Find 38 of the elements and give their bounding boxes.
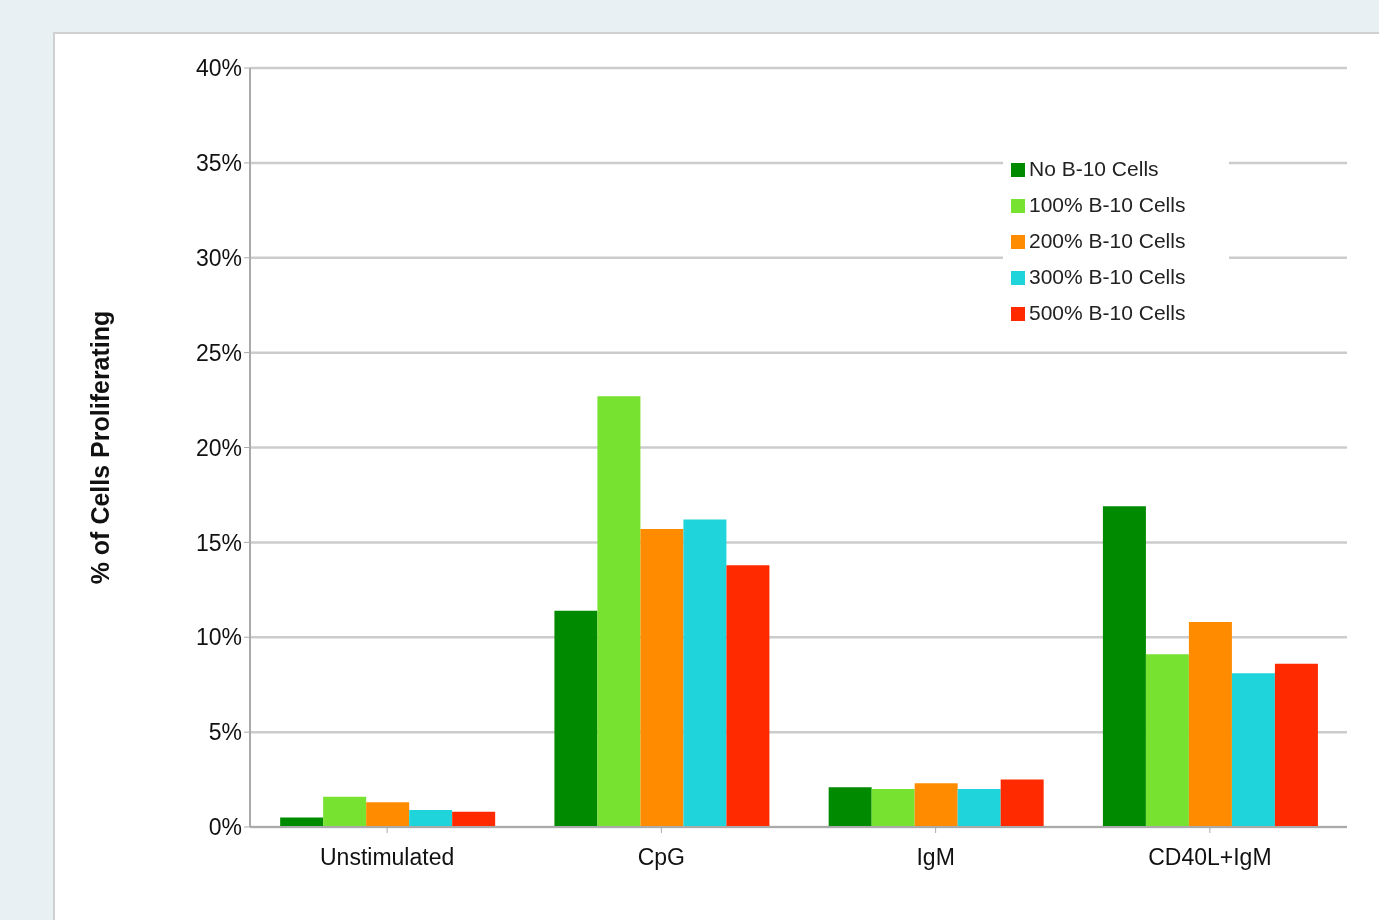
- bar: [366, 802, 410, 827]
- bar: [597, 396, 641, 827]
- bar: [452, 811, 496, 827]
- y-tick-label: 35%: [195, 150, 242, 177]
- bar: [957, 789, 1001, 827]
- x-tick-label: IgM: [916, 844, 955, 871]
- bar: [323, 796, 367, 827]
- x-tick-label: CD40L+IgM: [1148, 844, 1272, 871]
- y-tick-label: 15%: [195, 529, 242, 556]
- bar: [554, 610, 598, 827]
- bar: [1188, 622, 1232, 827]
- bar: [1000, 779, 1044, 827]
- y-tick-label: 40%: [195, 55, 242, 82]
- y-tick-label: 10%: [195, 624, 242, 651]
- bar: [1102, 506, 1146, 827]
- bar: [409, 809, 453, 827]
- legend-label: 100% B-10 Cells: [1029, 193, 1186, 216]
- x-tick-label: Unstimulated: [320, 844, 455, 871]
- bar: [726, 565, 770, 827]
- legend-label: No B-10 Cells: [1029, 157, 1159, 180]
- bar: [871, 789, 915, 827]
- bar: [640, 529, 684, 827]
- bar: [1231, 673, 1275, 827]
- y-tick-label: 25%: [195, 339, 242, 366]
- bar: [1145, 654, 1189, 827]
- bar: [683, 519, 727, 827]
- bar: [914, 783, 958, 827]
- legend-label: 500% B-10 Cells: [1029, 301, 1186, 324]
- x-tick-label: CpG: [637, 844, 686, 871]
- legend-label: 200% B-10 Cells: [1029, 229, 1186, 252]
- y-tick-label: 5%: [208, 719, 242, 746]
- legend-label: 300% B-10 Cells: [1029, 265, 1186, 288]
- y-tick-label: 0%: [208, 814, 242, 841]
- bar: [828, 787, 872, 827]
- y-tick-label: 30%: [195, 244, 242, 271]
- y-tick-label: 20%: [195, 434, 242, 461]
- y-axis-title: % of Cells Proliferating: [85, 310, 114, 585]
- bar: [1274, 663, 1318, 827]
